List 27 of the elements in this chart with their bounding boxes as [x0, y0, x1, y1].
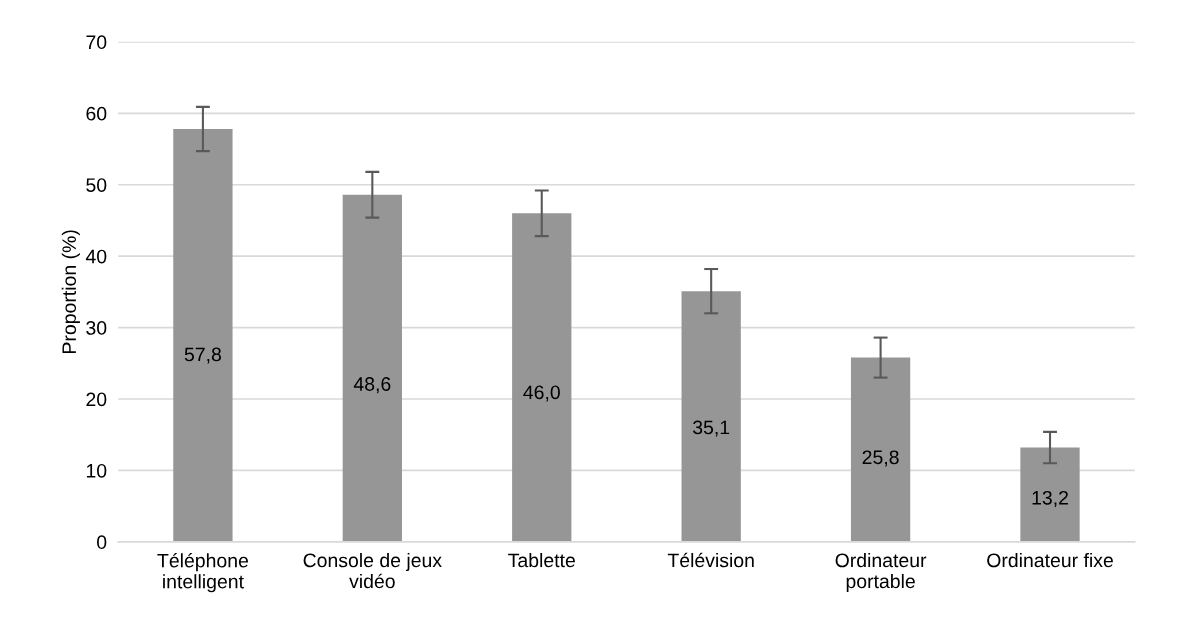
y-axis-title: Proportion (%)	[61, 230, 80, 353]
y-tick-label: 20	[86, 392, 107, 407]
x-tick-label: Téléphone intelligent	[157, 552, 248, 593]
data-label: 25,8	[862, 450, 899, 467]
y-tick-label: 30	[86, 321, 107, 335]
x-tick-label: Console de jeux vidéo	[303, 552, 442, 589]
bar	[512, 213, 572, 542]
data-label: 35,1	[692, 420, 730, 437]
y-tick-label: 40	[85, 249, 107, 264]
data-label: 46,0	[523, 385, 560, 402]
bar	[681, 291, 741, 542]
y-tick-label: 70	[86, 35, 107, 50]
data-label: 48,6	[353, 377, 391, 394]
data-label: 13,2	[1032, 490, 1068, 507]
x-tick-label: Ordinateur fixe	[987, 552, 1113, 568]
bar	[342, 194, 402, 542]
bar	[850, 357, 911, 542]
y-tick-label: 50	[86, 178, 107, 192]
bar	[1020, 447, 1080, 542]
bar	[173, 129, 233, 542]
data-label: 57,8	[184, 347, 221, 364]
y-tick-label: 0	[97, 535, 107, 550]
x-tick-label: Tablette	[508, 552, 575, 568]
x-tick-label: Ordinateur portable	[835, 552, 927, 593]
y-tick-label: 60	[86, 106, 107, 121]
y-tick-label: 10	[86, 463, 107, 478]
x-tick-label: Télévision	[667, 552, 754, 568]
